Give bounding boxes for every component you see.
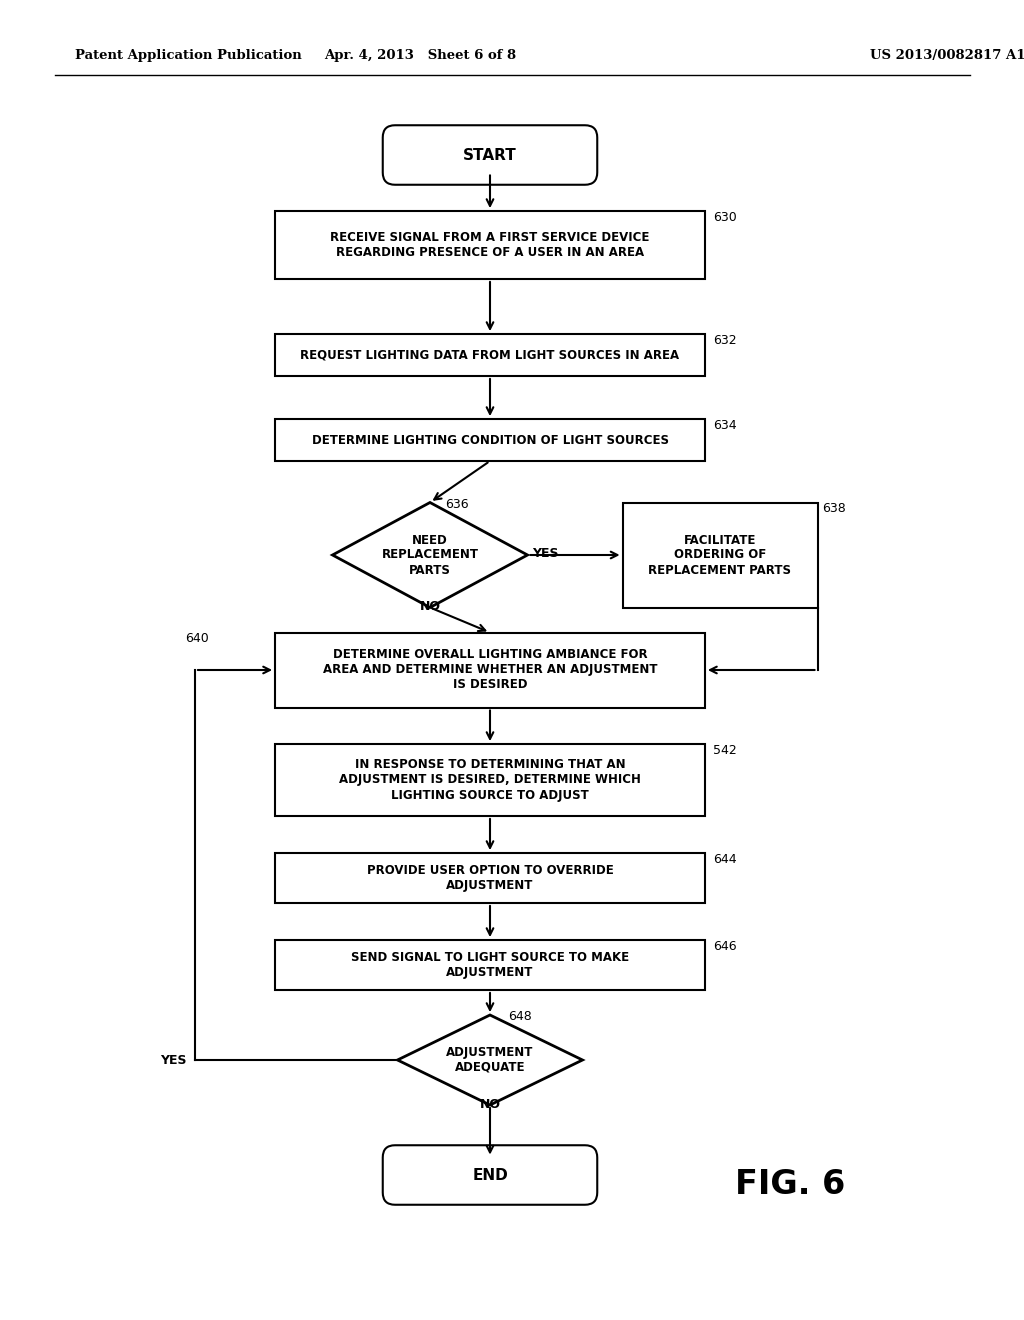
Text: ADJUSTMENT
ADEQUATE: ADJUSTMENT ADEQUATE — [446, 1045, 534, 1074]
FancyBboxPatch shape — [383, 1146, 597, 1205]
Text: IN RESPONSE TO DETERMINING THAT AN
ADJUSTMENT IS DESIRED, DETERMINE WHICH
LIGHTI: IN RESPONSE TO DETERMINING THAT AN ADJUS… — [339, 759, 641, 801]
Text: FIG. 6: FIG. 6 — [735, 1168, 845, 1201]
Text: YES: YES — [161, 1053, 187, 1067]
Text: RECEIVE SIGNAL FROM A FIRST SERVICE DEVICE
REGARDING PRESENCE OF A USER IN AN AR: RECEIVE SIGNAL FROM A FIRST SERVICE DEVI… — [331, 231, 649, 259]
Text: 542: 542 — [713, 744, 736, 756]
Text: NO: NO — [479, 1098, 501, 1111]
Text: REQUEST LIGHTING DATA FROM LIGHT SOURCES IN AREA: REQUEST LIGHTING DATA FROM LIGHT SOURCES… — [300, 348, 680, 362]
Text: END: END — [472, 1167, 508, 1183]
Text: 648: 648 — [508, 1010, 531, 1023]
Text: PROVIDE USER OPTION TO OVERRIDE
ADJUSTMENT: PROVIDE USER OPTION TO OVERRIDE ADJUSTME… — [367, 865, 613, 892]
Text: NEED
REPLACEMENT
PARTS: NEED REPLACEMENT PARTS — [382, 533, 478, 577]
Text: NO: NO — [420, 601, 440, 614]
Bar — [275, 632, 705, 708]
Text: 638: 638 — [822, 503, 846, 516]
Polygon shape — [397, 1015, 583, 1105]
Bar — [623, 503, 817, 607]
Text: 630: 630 — [713, 211, 736, 224]
Text: 632: 632 — [713, 334, 736, 347]
Text: SEND SIGNAL TO LIGHT SOURCE TO MAKE
ADJUSTMENT: SEND SIGNAL TO LIGHT SOURCE TO MAKE ADJU… — [351, 950, 629, 979]
Text: Apr. 4, 2013   Sheet 6 of 8: Apr. 4, 2013 Sheet 6 of 8 — [324, 49, 516, 62]
FancyBboxPatch shape — [383, 125, 597, 185]
Text: Patent Application Publication: Patent Application Publication — [75, 49, 302, 62]
Text: 640: 640 — [185, 632, 209, 645]
Bar — [275, 940, 705, 990]
Bar — [275, 334, 705, 376]
Text: 634: 634 — [713, 418, 736, 432]
Bar — [275, 853, 705, 903]
Text: DETERMINE OVERALL LIGHTING AMBIANCE FOR
AREA AND DETERMINE WHETHER AN ADJUSTMENT: DETERMINE OVERALL LIGHTING AMBIANCE FOR … — [323, 648, 657, 692]
Bar — [275, 418, 705, 461]
Text: 644: 644 — [713, 853, 736, 866]
Bar — [275, 744, 705, 816]
Text: YES: YES — [532, 546, 559, 560]
Bar — [275, 211, 705, 279]
Text: 636: 636 — [445, 498, 469, 511]
Text: 646: 646 — [713, 940, 736, 953]
Text: US 2013/0082817 A1: US 2013/0082817 A1 — [870, 49, 1024, 62]
Polygon shape — [333, 503, 527, 607]
Text: FACILITATE
ORDERING OF
REPLACEMENT PARTS: FACILITATE ORDERING OF REPLACEMENT PARTS — [648, 533, 792, 577]
Text: DETERMINE LIGHTING CONDITION OF LIGHT SOURCES: DETERMINE LIGHTING CONDITION OF LIGHT SO… — [311, 433, 669, 446]
Text: START: START — [463, 148, 517, 162]
